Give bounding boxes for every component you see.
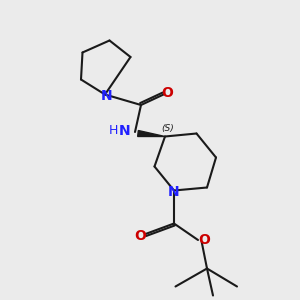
Text: H: H [109, 124, 118, 137]
Polygon shape [138, 130, 165, 136]
Text: (S): (S) [162, 124, 174, 134]
Text: O: O [198, 233, 210, 247]
Text: O: O [161, 86, 173, 100]
Text: N: N [101, 89, 112, 103]
Text: N: N [119, 124, 130, 137]
Text: N: N [168, 185, 180, 199]
Text: O: O [134, 229, 146, 242]
